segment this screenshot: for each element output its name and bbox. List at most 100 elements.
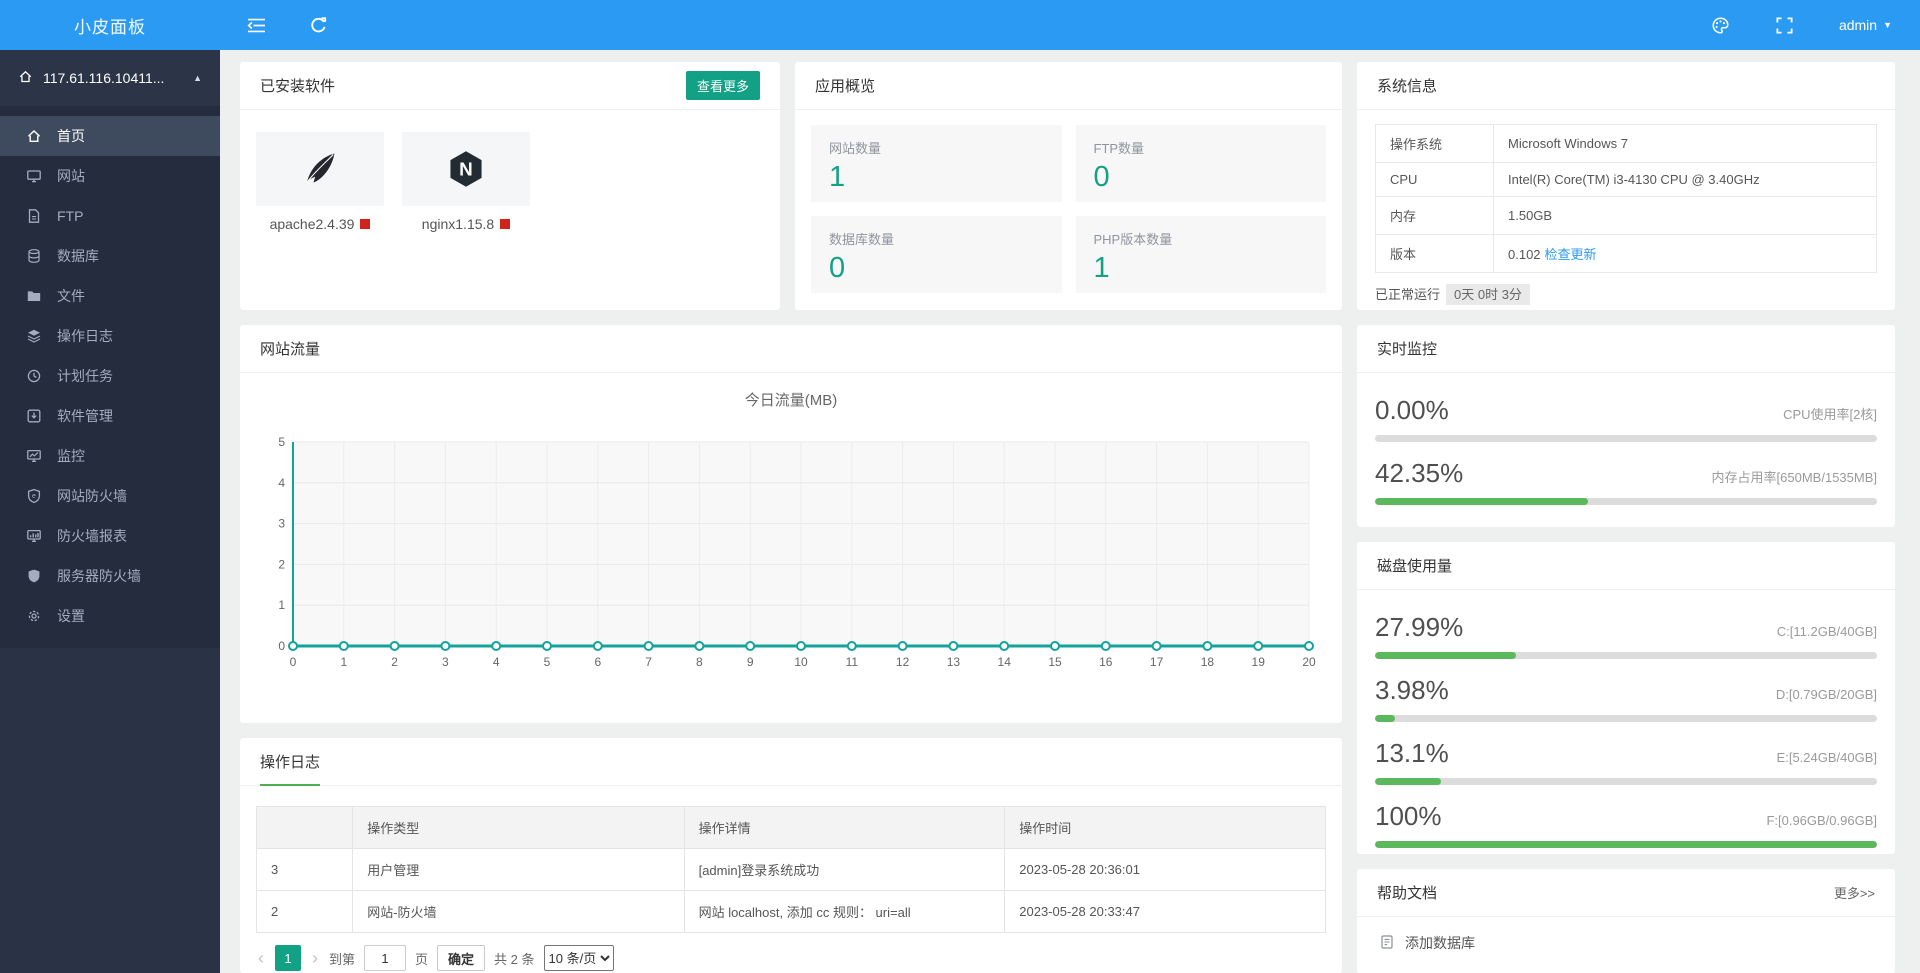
layers-icon — [26, 328, 42, 344]
sidebar-item-monitor-report[interactable]: 防火墙报表 — [0, 516, 220, 556]
prev-page-icon[interactable]: ‹ — [258, 948, 264, 968]
system-row-label: 内存 — [1375, 196, 1494, 235]
server-home-icon — [18, 69, 33, 87]
app-brand: 小皮面板 — [74, 17, 146, 37]
progress-bar — [1375, 498, 1877, 505]
check-update-link[interactable]: 检查更新 — [1544, 247, 1597, 262]
meter-percent: 100% — [1375, 801, 1442, 831]
sidebar-item-home[interactable]: 首页 — [0, 116, 220, 156]
system-info-card: 系统信息 操作系统 Microsoft Windows 7 CPU Intel(R) … — [1357, 62, 1895, 310]
sidebar-item-database[interactable]: 数据库 — [0, 236, 220, 276]
refresh-icon[interactable] — [308, 15, 328, 35]
page-number-input[interactable] — [364, 945, 407, 971]
traffic-title: 网站流量 — [260, 341, 321, 358]
sidebar-item-folder[interactable]: 文件 — [0, 276, 220, 316]
stat-value: 0 — [829, 252, 846, 284]
svg-text:5: 5 — [544, 655, 551, 669]
table-cell: 网站-防火墙 — [352, 890, 685, 933]
usage-meter: 13.1% E:[5.24GB/40GB] — [1375, 738, 1877, 785]
logs-body: 3 用户管理 [admin]登录系统成功 2023-05-28 20:36:01 2 网站… — [255, 848, 1326, 933]
system-table: 操作系统 Microsoft Windows 7 CPU Intel(R) Core(… — [1375, 124, 1877, 273]
table-cell: 用户管理 — [352, 848, 685, 891]
folder-icon — [26, 288, 42, 304]
software-item[interactable]: apache2.4.39 — [256, 132, 384, 234]
svg-text:6: 6 — [594, 655, 601, 669]
overview-title: 应用概览 — [815, 78, 876, 95]
system-row: 版本 0.102 检查更新 — [1375, 234, 1877, 273]
help-title: 帮助文档 — [1377, 885, 1438, 902]
sidebar-item-file[interactable]: FTP — [0, 196, 220, 236]
sidebar-item-label: 操作日志 — [57, 328, 113, 344]
meter-percent: 13.1% — [1375, 738, 1449, 768]
usage-meter: 0.00% CPU使用率[2核] — [1375, 395, 1877, 442]
confirm-page-button[interactable]: 确定 — [437, 945, 486, 971]
logs-tab[interactable]: 操作日志 — [260, 738, 321, 786]
svg-text:2: 2 — [391, 655, 398, 669]
view-more-button[interactable]: 查看更多 — [685, 71, 760, 100]
svg-text:N: N — [459, 160, 473, 181]
sidebar-item-package[interactable]: 软件管理 — [0, 396, 220, 436]
svg-text:9: 9 — [747, 655, 754, 669]
svg-text:1: 1 — [340, 655, 347, 669]
stat-label: 网站数量 — [829, 141, 882, 156]
svg-text:1: 1 — [278, 598, 285, 612]
svg-text:10: 10 — [794, 655, 808, 669]
svg-text:18: 18 — [1201, 655, 1215, 669]
system-row-value: Intel(R) Core(TM) i3-4130 CPU @ 3.40GHz — [1493, 162, 1877, 197]
system-row-value: 1.50GB — [1493, 196, 1877, 235]
fullscreen-icon[interactable] — [1775, 15, 1795, 35]
sidebar-item-monitor[interactable]: 网站 — [0, 156, 220, 196]
system-row-value: Microsoft Windows 7 — [1493, 124, 1877, 163]
sidebar-item-label: 监控 — [57, 448, 85, 464]
help-more-link[interactable]: 更多>> — [1833, 886, 1875, 901]
database-icon — [26, 248, 42, 264]
table-cell: 网站 localhost, 添加 cc 规则： uri=all — [683, 890, 1006, 933]
meter-label: C:[11.2GB/40GB] — [1776, 624, 1877, 639]
pagination: ‹ 1 › 到第 页 确定 共 2 条 10 条/页 — [256, 945, 1326, 971]
logs-header-row: 操作类型 操作详情 操作时间 — [255, 806, 1326, 849]
help-list: 添加数据库 — [1357, 917, 1895, 969]
logs-column-header: 操作类型 — [352, 806, 685, 849]
palette-icon[interactable] — [1711, 15, 1731, 35]
sidebar-item-label: 计划任务 — [57, 368, 113, 384]
sidebar-item-shield-web[interactable]: e 网站防火墙 — [0, 476, 220, 516]
svg-text:e: e — [32, 493, 36, 500]
sidebar-item-layers[interactable]: 操作日志 — [0, 316, 220, 356]
stat-tile: 网站数量 1 — [811, 125, 1062, 202]
stat-grid: 网站数量 1 FTP数量 0 数据库数量 0 PHP版本数量 1 — [795, 110, 1342, 308]
svg-text:3: 3 — [442, 655, 449, 669]
total-count-label: 共 2 条 — [494, 951, 535, 967]
shield-web-icon: e — [26, 488, 42, 504]
page-size-select[interactable]: 10 条/页 — [543, 945, 614, 971]
sidebar-item-gear[interactable]: 设置 — [0, 596, 220, 636]
sidebar-item-shield[interactable]: 服务器防火墙 — [0, 556, 220, 596]
collapse-menu-icon[interactable] — [246, 15, 266, 35]
sidebar-nav: 首页网站 FTP 数据库 文件操作日志计划任务软件管理监控 e 网站防火墙 防火墙报表 服务器… — [0, 106, 220, 648]
stat-value: 1 — [829, 161, 846, 193]
logs-column-header: 操作时间 — [1004, 806, 1326, 849]
nginx-hexagon-icon: N — [402, 132, 530, 206]
server-address: 117.61.116.10411... — [43, 70, 165, 86]
progress-bar — [1375, 841, 1877, 848]
status-badge — [500, 219, 511, 229]
current-page-button[interactable]: 1 — [275, 945, 301, 971]
gear-icon — [26, 608, 42, 624]
system-row-value: 0.102 检查更新 — [1493, 234, 1877, 273]
svg-text:13: 13 — [947, 655, 961, 669]
stat-label: 数据库数量 — [829, 232, 895, 247]
table-cell: [admin]登录系统成功 — [683, 848, 1006, 891]
help-doc-item[interactable]: 添加数据库 — [1357, 917, 1895, 969]
stat-value: 1 — [1093, 252, 1110, 284]
next-page-icon[interactable]: › — [312, 948, 318, 968]
sidebar-item-label: 首页 — [57, 128, 85, 144]
meter-label: D:[0.79GB/20GB] — [1775, 687, 1877, 702]
sidebar-item-clock[interactable]: 计划任务 — [0, 356, 220, 396]
svg-text:19: 19 — [1252, 655, 1266, 669]
meter-percent: 0.00% — [1375, 395, 1449, 425]
sidebar-item-label: FTP — [57, 208, 84, 224]
user-menu[interactable]: admin ▼ — [1839, 17, 1892, 33]
monitor-icon — [26, 168, 42, 184]
sidebar-item-monitor-chart[interactable]: 监控 — [0, 436, 220, 476]
server-selector[interactable]: 117.61.116.10411... ▲ — [0, 50, 220, 106]
